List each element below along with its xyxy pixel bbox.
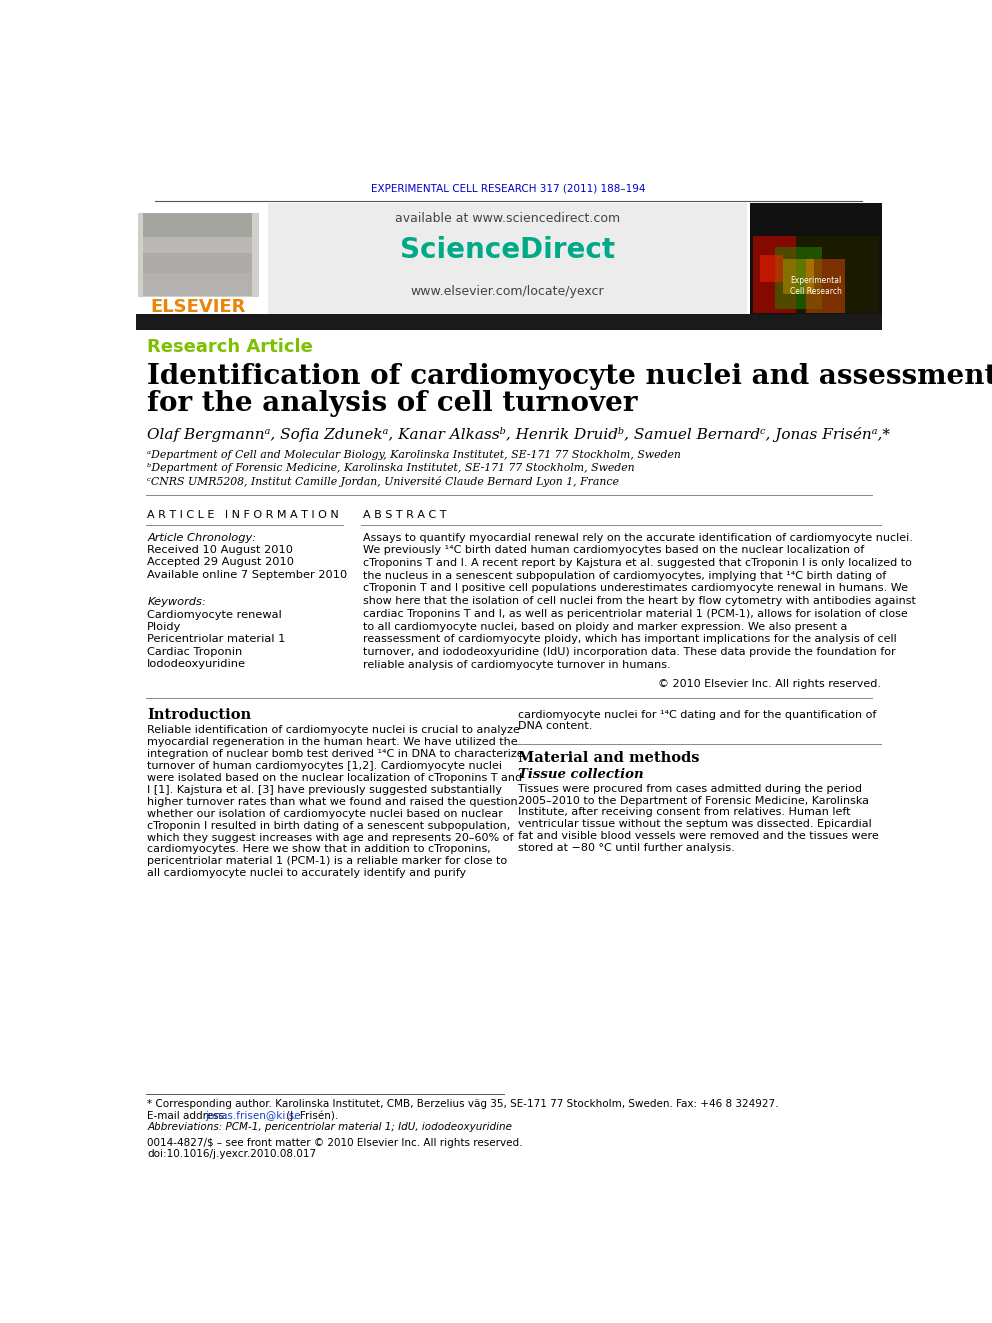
FancyBboxPatch shape (806, 259, 845, 312)
Text: Keywords:: Keywords: (147, 597, 206, 607)
Text: turnover of human cardiomyocytes [1,2]. Cardiomyocyte nuclei: turnover of human cardiomyocytes [1,2]. … (147, 761, 502, 771)
Text: available at www.sciencedirect.com: available at www.sciencedirect.com (395, 212, 620, 225)
Text: Olaf Bergmannᵃ, Sofia Zdunekᵃ, Kanar Alkassᵇ, Henrik Druidᵇ, Samuel Bernardᶜ, Jo: Olaf Bergmannᵃ, Sofia Zdunekᵃ, Kanar Alk… (147, 427, 890, 442)
Text: stored at −80 °C until further analysis.: stored at −80 °C until further analysis. (518, 843, 734, 853)
Text: myocardial regeneration in the human heart. We have utilized the: myocardial regeneration in the human hea… (147, 737, 518, 747)
Text: which they suggest increases with age and represents 20–60% of: which they suggest increases with age an… (147, 832, 514, 843)
FancyBboxPatch shape (136, 315, 882, 329)
Text: cTroponin T and I positive cell populations underestimates cardiomyocyte renewal: cTroponin T and I positive cell populati… (363, 583, 908, 594)
Text: whether our isolation of cardiomyocyte nuclei based on nuclear: whether our isolation of cardiomyocyte n… (147, 808, 503, 819)
Text: 0014-4827/$ – see front matter © 2010 Elsevier Inc. All rights reserved.: 0014-4827/$ – see front matter © 2010 El… (147, 1138, 523, 1148)
FancyBboxPatch shape (753, 235, 796, 312)
Text: We previously ¹⁴C birth dated human cardiomyocytes based on the nuclear localiza: We previously ¹⁴C birth dated human card… (363, 545, 864, 556)
Text: show here that the isolation of cell nuclei from the heart by flow cytometry wit: show here that the isolation of cell nuc… (363, 597, 916, 606)
FancyBboxPatch shape (138, 213, 258, 296)
Text: DNA content.: DNA content. (518, 721, 592, 732)
Text: 2005–2010 to the Department of Forensic Medicine, Karolinska: 2005–2010 to the Department of Forensic … (518, 795, 869, 806)
Text: reliable analysis of cardiomyocyte turnover in humans.: reliable analysis of cardiomyocyte turno… (363, 660, 671, 669)
FancyBboxPatch shape (144, 237, 252, 254)
FancyBboxPatch shape (775, 247, 821, 308)
Text: Received 10 August 2010: Received 10 August 2010 (147, 545, 294, 554)
Text: ᵇDepartment of Forensic Medicine, Karolinska Institutet, SE-171 77 Stockholm, Sw: ᵇDepartment of Forensic Medicine, Karoli… (147, 463, 635, 474)
Text: turnover, and iododeoxyuridine (IdU) incorporation data. These data provide the : turnover, and iododeoxyuridine (IdU) inc… (363, 647, 896, 658)
Text: fat and visible blood vessels were removed and the tissues were: fat and visible blood vessels were remov… (518, 831, 879, 841)
FancyBboxPatch shape (136, 202, 266, 316)
FancyBboxPatch shape (750, 202, 882, 316)
Text: for the analysis of cell turnover: for the analysis of cell turnover (147, 390, 638, 417)
Text: were isolated based on the nuclear localization of cTroponins T and: were isolated based on the nuclear local… (147, 773, 523, 783)
FancyBboxPatch shape (144, 273, 252, 296)
Text: Available online 7 September 2010: Available online 7 September 2010 (147, 570, 347, 579)
FancyBboxPatch shape (760, 255, 783, 282)
FancyBboxPatch shape (783, 259, 813, 294)
Text: Identification of cardiomyocyte nuclei and assessment of ploidy: Identification of cardiomyocyte nuclei a… (147, 364, 992, 390)
Text: cardiomyocytes. Here we show that in addition to cTroponins,: cardiomyocytes. Here we show that in add… (147, 844, 491, 855)
Text: Institute, after receiving consent from relatives. Human left: Institute, after receiving consent from … (518, 807, 850, 818)
Text: Research Article: Research Article (147, 339, 313, 356)
Text: the nucleus in a senescent subpopulation of cardiomyocytes, implying that ¹⁴C bi: the nucleus in a senescent subpopulation… (363, 570, 886, 581)
Text: Iododeoxyuridine: Iododeoxyuridine (147, 659, 246, 669)
Text: Ploidy: Ploidy (147, 622, 182, 632)
Text: Cardiomyocyte renewal: Cardiomyocyte renewal (147, 610, 282, 619)
Text: higher turnover rates than what we found and raised the question: higher turnover rates than what we found… (147, 796, 518, 807)
Text: reassessment of cardiomyocyte ploidy, which has important implications for the a: reassessment of cardiomyocyte ploidy, wh… (363, 634, 897, 644)
Text: ᶜCNRS UMR5208, Institut Camille Jordan, Université Claude Bernard Lyon 1, France: ᶜCNRS UMR5208, Institut Camille Jordan, … (147, 476, 619, 487)
FancyBboxPatch shape (268, 202, 747, 316)
Text: all cardiomyocyte nuclei to accurately identify and purify: all cardiomyocyte nuclei to accurately i… (147, 868, 466, 878)
Text: Abbreviations: PCM-1, pericentriolar material 1; IdU, iododeoxyuridine: Abbreviations: PCM-1, pericentriolar mat… (147, 1122, 512, 1132)
Text: www.elsevier.com/locate/yexcr: www.elsevier.com/locate/yexcr (411, 284, 604, 298)
Text: doi:10.1016/j.yexcr.2010.08.017: doi:10.1016/j.yexcr.2010.08.017 (147, 1150, 316, 1159)
Text: A B S T R A C T: A B S T R A C T (363, 509, 446, 520)
Text: Experimental
Cell Research: Experimental Cell Research (791, 277, 842, 295)
Text: jonas.frisen@ki.se: jonas.frisen@ki.se (205, 1111, 301, 1121)
Text: ScienceDirect: ScienceDirect (400, 235, 615, 263)
Text: Pericentriolar material 1: Pericentriolar material 1 (147, 634, 286, 644)
Text: Introduction: Introduction (147, 708, 251, 722)
Text: cardiac Troponins T and I, as well as pericentriolar material 1 (PCM-1), allows : cardiac Troponins T and I, as well as pe… (363, 609, 908, 619)
Text: pericentriolar material 1 (PCM-1) is a reliable marker for close to: pericentriolar material 1 (PCM-1) is a r… (147, 856, 507, 867)
FancyBboxPatch shape (753, 235, 879, 312)
Text: Article Chronology:: Article Chronology: (147, 533, 256, 542)
Text: Accepted 29 August 2010: Accepted 29 August 2010 (147, 557, 295, 568)
Text: (J. Frisén).: (J. Frisén). (283, 1110, 338, 1121)
Text: * Corresponding author. Karolinska Institutet, CMB, Berzelius väg 35, SE-171 77 : * Corresponding author. Karolinska Insti… (147, 1099, 779, 1109)
Text: Reliable identification of cardiomyocyte nuclei is crucial to analyze: Reliable identification of cardiomyocyte… (147, 725, 520, 736)
Text: A R T I C L E   I N F O R M A T I O N: A R T I C L E I N F O R M A T I O N (147, 509, 339, 520)
Text: cardiomyocyte nuclei for ¹⁴C dating and for the quantification of: cardiomyocyte nuclei for ¹⁴C dating and … (518, 709, 876, 720)
Text: Material and methods: Material and methods (518, 751, 699, 765)
Text: EXPERIMENTAL CELL RESEARCH 317 (2011) 188–194: EXPERIMENTAL CELL RESEARCH 317 (2011) 18… (371, 183, 646, 193)
Text: © 2010 Elsevier Inc. All rights reserved.: © 2010 Elsevier Inc. All rights reserved… (658, 679, 881, 689)
FancyBboxPatch shape (144, 213, 252, 237)
Text: Tissue collection: Tissue collection (518, 769, 644, 782)
Text: I [1]. Kajstura et al. [3] have previously suggested substantially: I [1]. Kajstura et al. [3] have previous… (147, 785, 502, 795)
FancyBboxPatch shape (144, 254, 252, 273)
Text: ᵃDepartment of Cell and Molecular Biology, Karolinska Institutet, SE-171 77 Stoc: ᵃDepartment of Cell and Molecular Biolog… (147, 450, 682, 460)
Text: E-mail address:: E-mail address: (147, 1111, 231, 1121)
Text: Cardiac Troponin: Cardiac Troponin (147, 647, 242, 656)
Text: integration of nuclear bomb test derived ¹⁴C in DNA to characterize: integration of nuclear bomb test derived… (147, 749, 524, 759)
Text: cTroponin I resulted in birth dating of a senescent subpopulation,: cTroponin I resulted in birth dating of … (147, 820, 511, 831)
Text: ventricular tissue without the septum was dissected. Epicardial: ventricular tissue without the septum wa… (518, 819, 871, 830)
Text: to all cardiomyocyte nuclei, based on ploidy and marker expression. We also pres: to all cardiomyocyte nuclei, based on pl… (363, 622, 847, 631)
Text: Assays to quantify myocardial renewal rely on the accurate identification of car: Assays to quantify myocardial renewal re… (363, 533, 913, 542)
Text: ELSEVIER: ELSEVIER (150, 299, 245, 316)
Text: Tissues were procured from cases admitted during the period: Tissues were procured from cases admitte… (518, 783, 862, 794)
Text: cTroponins T and I. A recent report by Kajstura et al. suggested that cTroponin : cTroponins T and I. A recent report by K… (363, 558, 912, 568)
